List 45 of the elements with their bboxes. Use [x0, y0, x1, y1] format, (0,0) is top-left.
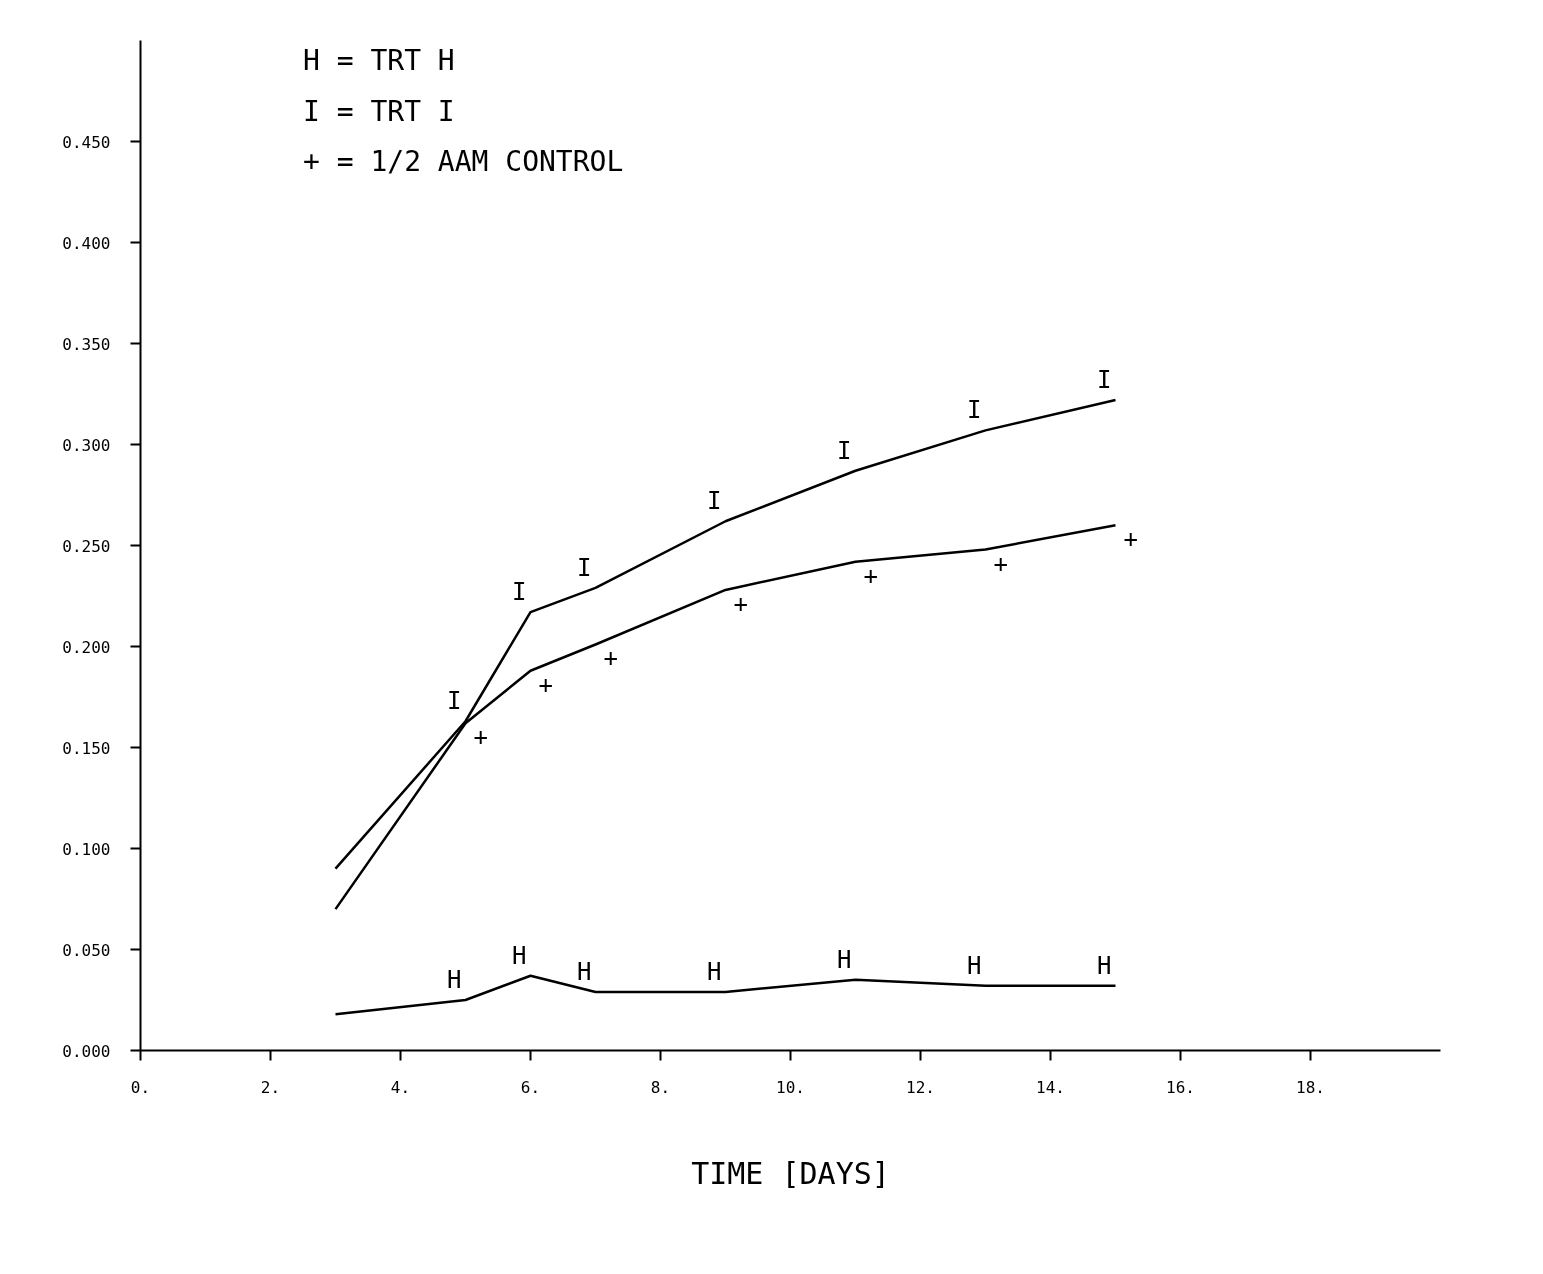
data-label: + [863, 561, 878, 590]
y-tick-label: 0.100 [62, 839, 111, 859]
data-label: + [473, 723, 488, 752]
data-label: H [1097, 951, 1112, 980]
data-label: + [1123, 525, 1138, 554]
x-tick-label: 14. [1036, 1077, 1065, 1097]
data-label: + [733, 589, 748, 618]
data-label: I [512, 578, 527, 607]
data-label: I [707, 487, 722, 516]
x-tick-label: 2. [260, 1077, 281, 1097]
data-label: H [967, 951, 982, 980]
annotation: H = TRT H [303, 44, 455, 78]
x-tick-label: 4. [390, 1077, 411, 1097]
data-label: H [707, 957, 722, 986]
data-label: I [967, 396, 982, 425]
data-label: I [1097, 366, 1112, 395]
data-label: + [603, 644, 618, 673]
x-tick-label: 12. [906, 1077, 935, 1097]
annotation: I = TRT I [303, 94, 455, 128]
x-tick-label: 8. [650, 1077, 671, 1097]
data-label: I [837, 436, 852, 465]
y-tick-label: 0.050 [62, 940, 111, 960]
data-label: + [538, 670, 553, 699]
data-label: H [512, 941, 527, 970]
x-tick-label: 10. [776, 1077, 805, 1097]
y-tick-label: 0.400 [62, 233, 111, 253]
data-label: I [447, 687, 462, 716]
y-tick-label: 0.450 [62, 132, 111, 152]
y-tick-label: 0.350 [62, 334, 111, 354]
x-tick-label: 6. [520, 1077, 541, 1097]
data-label: H [447, 966, 462, 994]
y-tick-label: 0.250 [62, 536, 111, 556]
x-tick-label: 16. [1166, 1077, 1195, 1097]
x-tick-label: 18. [1296, 1077, 1325, 1097]
data-label: H [577, 957, 592, 986]
y-tick-label: 0.300 [62, 435, 111, 455]
y-tick-label: 0.000 [62, 1041, 111, 1061]
data-label: + [993, 549, 1008, 578]
x-tick-label: 0. [130, 1077, 151, 1097]
data-label: I [577, 553, 592, 582]
y-tick-label: 0.150 [62, 738, 111, 758]
x-axis-title: TIME [DAYS] [691, 1155, 890, 1191]
annotation: + = 1/2 AAM CONTROL [303, 145, 624, 179]
y-tick-label: 0.200 [62, 637, 111, 657]
data-label: H [837, 945, 852, 974]
